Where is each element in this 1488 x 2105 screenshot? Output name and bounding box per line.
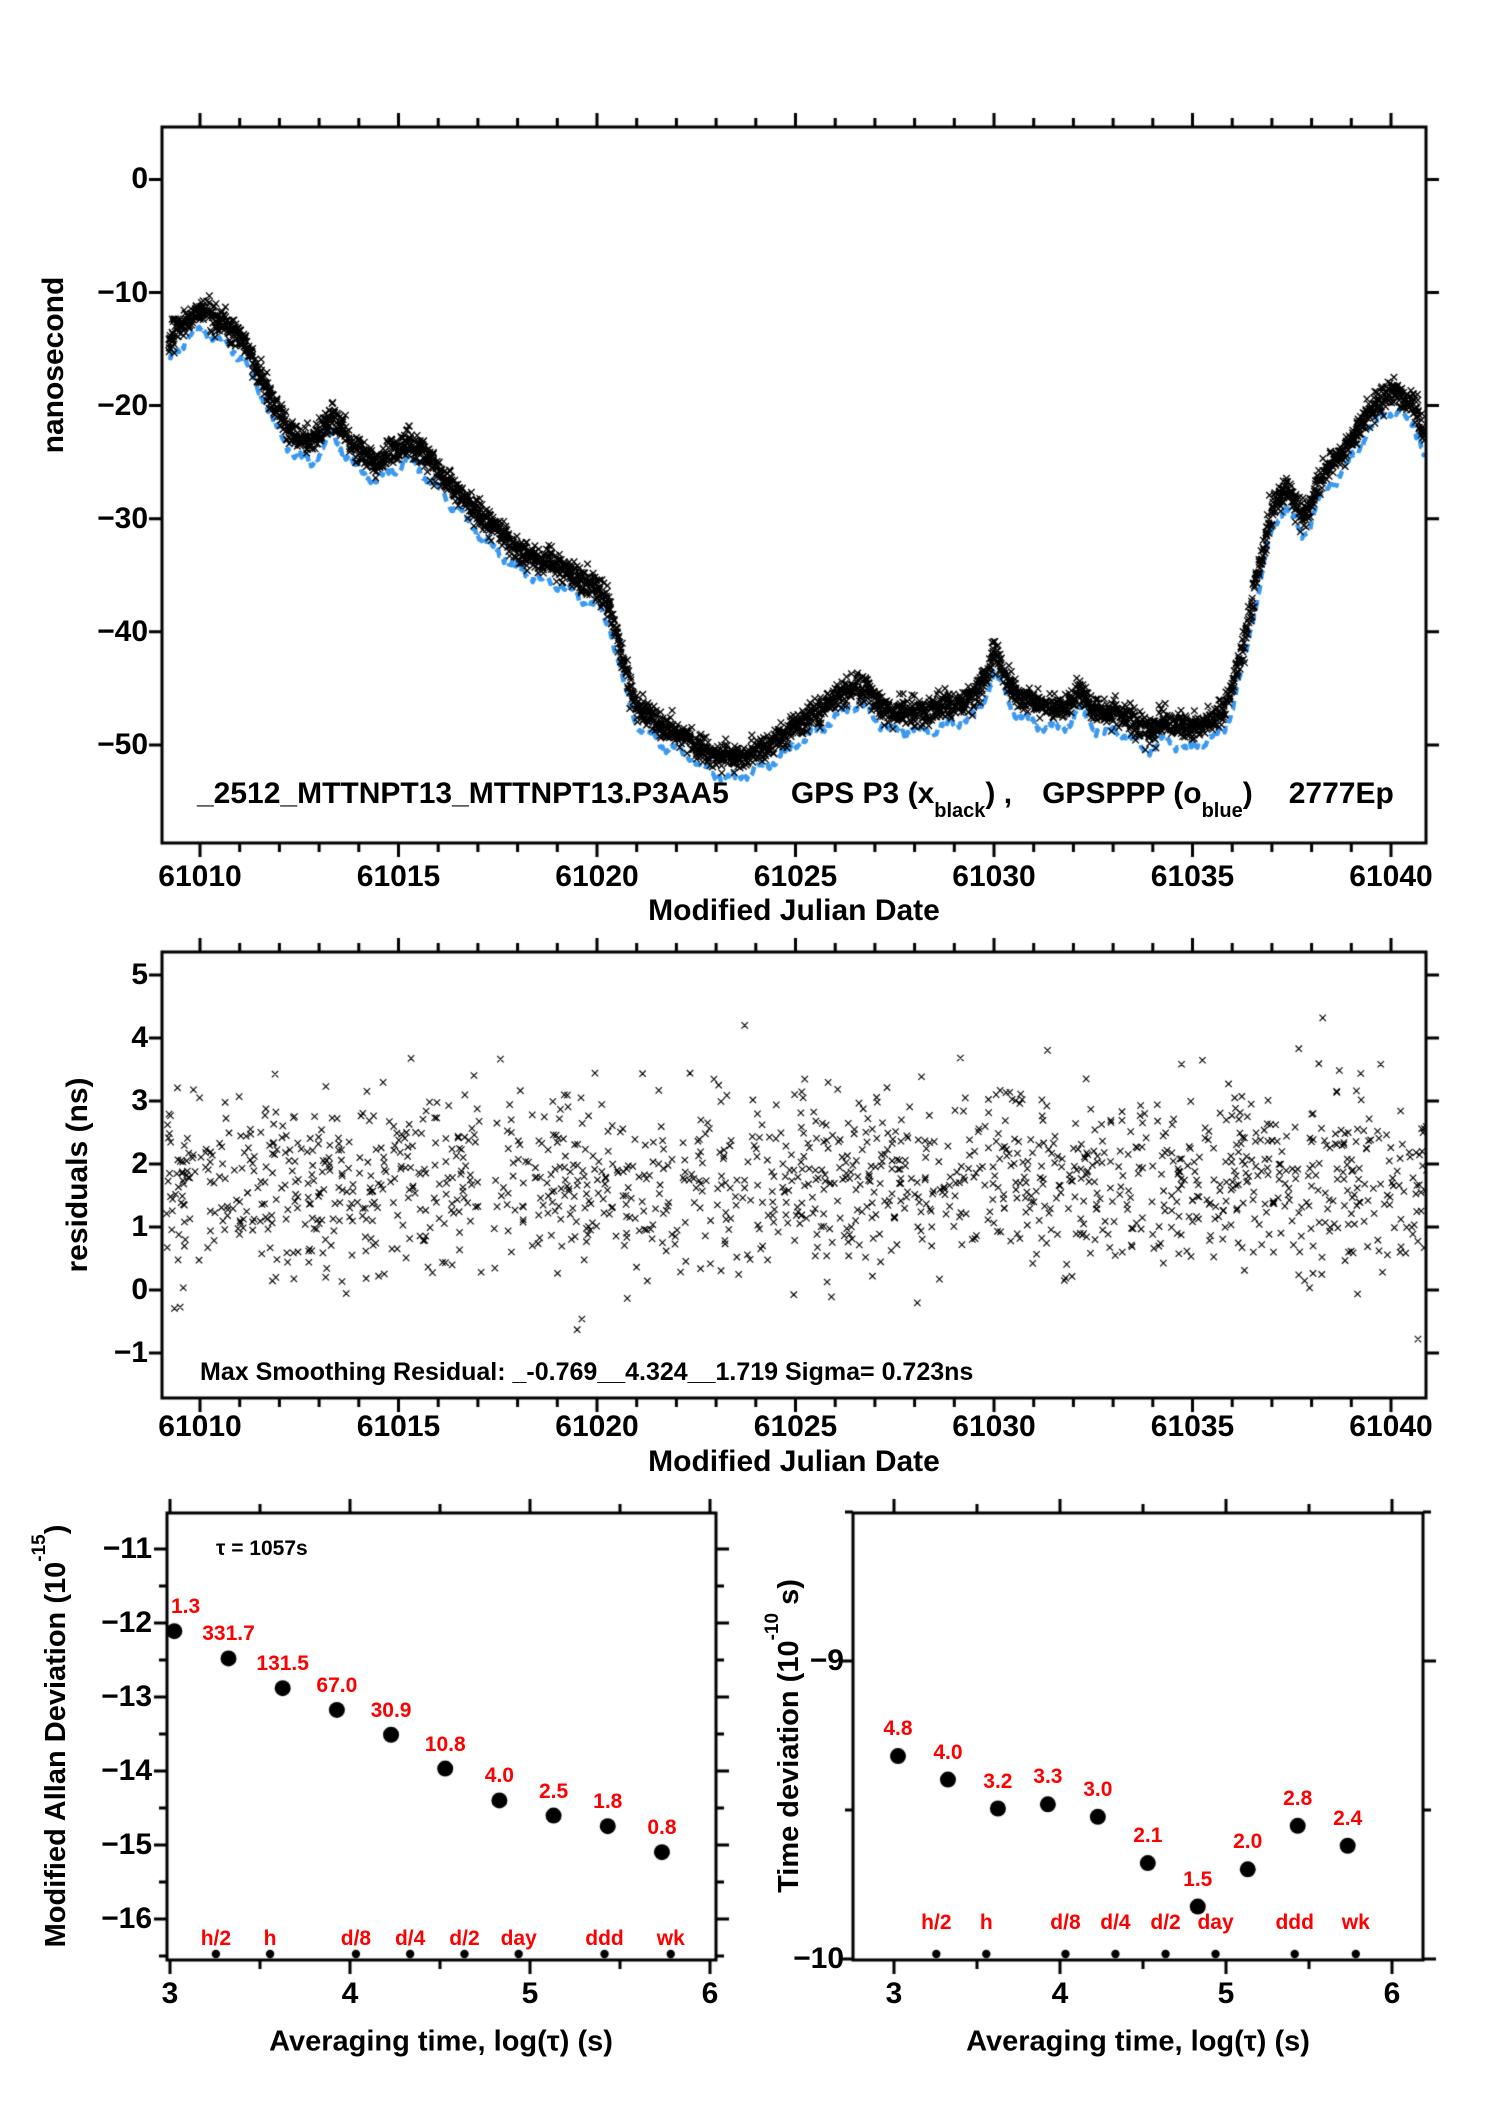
time-scale-label: d/4	[1100, 1911, 1131, 1934]
residuals-x-tick-label: 61020	[555, 1410, 639, 1443]
mdev-tau-annotation: τ = 1057s	[216, 1537, 308, 1560]
time-scale-label: ddd	[585, 1927, 624, 1950]
residuals-x-tick-label: 61030	[952, 1410, 1036, 1443]
residuals-y-tick-label: 3	[131, 1084, 148, 1117]
top-y-tick-label: 0	[131, 162, 148, 196]
residuals-y-tick-label: 5	[131, 958, 148, 991]
point-value-label: 30.9	[370, 1698, 412, 1722]
time-scale-label: h/2	[921, 1911, 952, 1934]
time-scale-label: d/4	[394, 1927, 426, 1950]
mdev-xlabel: Averaging time, log(τ) (s)	[269, 2025, 613, 2058]
residuals-y-tick-label: 4	[131, 1021, 148, 1054]
residuals-xlabel: Modified Julian Date	[648, 1445, 940, 1478]
top-x-tick-label: 61040	[1349, 860, 1433, 893]
point-value-label: 1.8	[593, 1790, 623, 1814]
mdev-y-tick-label: −15	[101, 1828, 152, 1861]
mdev-y-tick-label: −14	[101, 1754, 152, 1787]
time-scale-label: d/8	[1050, 1911, 1081, 1934]
point-value-label: 131.5	[256, 1652, 309, 1676]
mdev-x-tick-label: 4	[341, 1977, 359, 2010]
tdev-y-tick-label: −10	[793, 1942, 844, 1975]
residuals-x-tick-label: 61015	[356, 1410, 441, 1443]
mdev-y-tick-label: −11	[102, 1532, 152, 1565]
legend-epochs: 2777Ep	[1288, 777, 1394, 810]
point-value-label: 3.0	[1083, 1777, 1113, 1801]
top-y-tick-label: −40	[97, 614, 148, 648]
residuals-y-tick-label: 0	[131, 1273, 148, 1306]
time-scale-label: d/8	[340, 1927, 372, 1950]
point-value-label: 2.5	[538, 1779, 569, 1803]
point-value-label: 0.8	[647, 1816, 677, 1840]
tdev-ylabel: Time deviation (10-10 s)	[762, 1579, 805, 1893]
point-value-label: 3.2	[983, 1769, 1013, 1793]
legend-file-id: _2512_MTTNPT13_MTTNPT13.P3AA5	[197, 777, 729, 810]
top-x-tick-label: 61010	[158, 860, 242, 893]
residuals-y-tick-label: 2	[131, 1147, 148, 1180]
residuals-annotation: Max Smoothing Residual: _-0.769__4.324__…	[200, 1358, 974, 1386]
residuals-y-tick-label: 1	[131, 1210, 148, 1243]
top-y-tick-label: −50	[97, 727, 148, 761]
tdev-x-tick-label: 3	[885, 1977, 903, 2010]
time-scale-label: h/2	[200, 1927, 232, 1950]
point-value-label: 2.0	[1233, 1830, 1263, 1854]
point-value-label: 2.4	[1333, 1806, 1363, 1830]
legend-series2: GPSPPP (oblue)	[1042, 777, 1253, 822]
point-value-label: 2.1	[1133, 1824, 1163, 1848]
residuals-x-tick-label: 61040	[1349, 1410, 1433, 1443]
mdev-y-tick-label: −13	[101, 1680, 152, 1713]
time-scale-label: h	[263, 1927, 277, 1950]
mdev-y-tick-label: −16	[101, 1902, 152, 1935]
point-value-label: 4.0	[484, 1764, 514, 1788]
residuals-y-tick-label: −1	[113, 1336, 148, 1369]
top-x-tick-label: 61020	[555, 860, 639, 893]
top-x-tick-label: 61035	[1150, 860, 1235, 893]
legend-series1: GPS P3 (xblack) ,	[790, 777, 1013, 822]
top-y-tick-label: −30	[97, 501, 148, 535]
point-value-label: 67.0	[316, 1673, 358, 1697]
point-value-label: 1.5	[1183, 1867, 1213, 1891]
tdev-y-tick-label: −9	[809, 1644, 844, 1677]
time-scale-label: ddd	[1275, 1911, 1314, 1934]
time-scale-label: wk	[656, 1927, 685, 1950]
legend-series2-sub: blue	[1201, 800, 1243, 822]
tdev-x-tick-label: 5	[1217, 1977, 1235, 2010]
mdev-x-tick-label: 5	[521, 1977, 539, 2010]
top-x-tick-label: 61015	[356, 860, 441, 893]
point-value-label: 3.3	[1033, 1765, 1063, 1789]
tdev-x-tick-label: 6	[1383, 1977, 1401, 2010]
mdev-x-tick-label: 3	[161, 1977, 179, 2010]
time-scale-label: day	[500, 1927, 537, 1950]
time-scale-label: h	[979, 1911, 993, 1934]
time-scale-label: d/2	[1150, 1911, 1181, 1934]
tdev-x-tick-label: 4	[1051, 1977, 1069, 2010]
point-value-label: 10.8	[424, 1732, 466, 1756]
top-x-tick-label: 61030	[952, 860, 1036, 893]
point-value-label: 4.0	[933, 1740, 963, 1764]
top-y-tick-label: −10	[97, 275, 148, 309]
mdev-ylabel: Modified Allan Deviation (10-15)	[29, 1524, 72, 1948]
top-xlabel: Modified Julian Date	[648, 894, 940, 927]
time-scale-label: wk	[1341, 1911, 1370, 1934]
point-value-label: 2.8	[1283, 1786, 1313, 1810]
time-scale-label: d/2	[449, 1927, 480, 1950]
point-value-label: 1.3	[171, 1595, 201, 1619]
tdev-ylabel-exponent: -10	[762, 1612, 784, 1641]
legend-series1-sub: black	[934, 800, 986, 822]
top-legend: _2512_MTTNPT13_MTTNPT13.P3AA5 GPS P3 (xbl…	[197, 777, 1394, 822]
residuals-x-tick-label: 61025	[753, 1410, 838, 1443]
residuals-x-tick-label: 61010	[158, 1410, 242, 1443]
point-value-label: 331.7	[202, 1622, 255, 1646]
point-value-label: 4.8	[883, 1717, 913, 1741]
mdev-x-tick-label: 6	[701, 1977, 719, 2010]
top-y-tick-label: −20	[97, 388, 148, 422]
residuals-x-tick-label: 61035	[1150, 1410, 1235, 1443]
time-scale-label: day	[1197, 1911, 1234, 1934]
top-x-tick-label: 61025	[753, 860, 838, 893]
mdev-y-tick-label: −12	[101, 1606, 152, 1639]
tdev-xlabel: Averaging time, log(τ) (s)	[966, 2025, 1310, 2058]
